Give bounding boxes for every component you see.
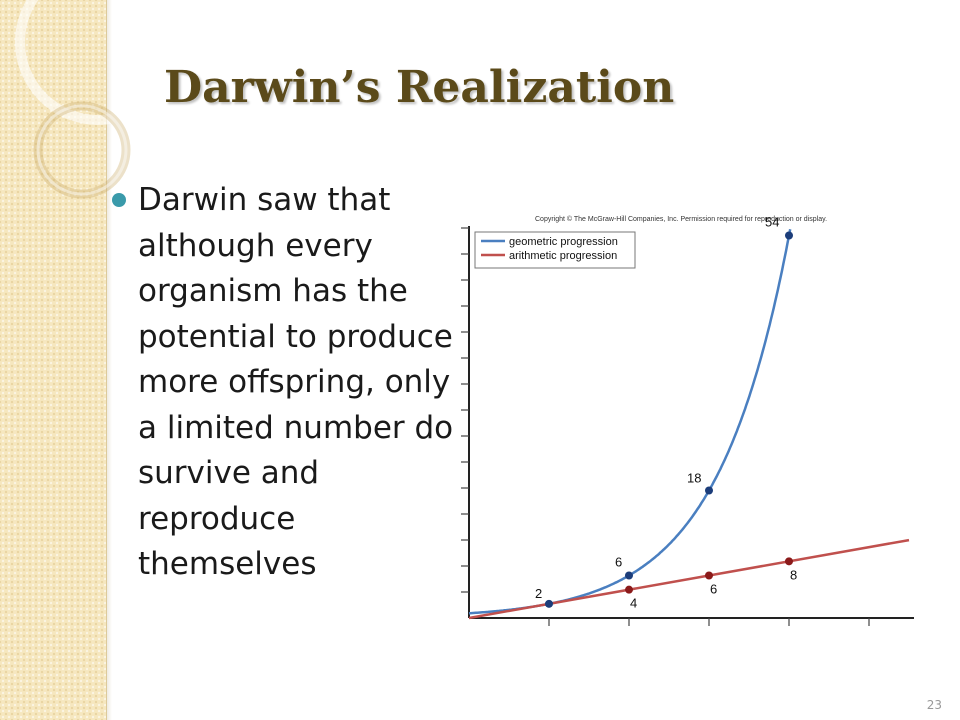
legend-label: arithmetic progression: [509, 250, 617, 262]
legend-box: [474, 231, 636, 269]
geometric-point-label: 18: [687, 471, 701, 486]
geometric-point: [705, 486, 713, 495]
geometric-point-label: 54: [765, 215, 779, 230]
slide-title: Darwin’s Realization: [164, 62, 675, 113]
chart-svg: Copyright © The McGraw-Hill Companies, I…: [461, 215, 914, 626]
geometric-point: [625, 571, 633, 580]
geometric-series-line: [468, 229, 792, 615]
sidebar-shadow: [106, 0, 112, 720]
decorative-rings: [15, 0, 181, 199]
arithmetic-point-label: 6: [710, 582, 717, 597]
geometric-point: [545, 599, 553, 608]
geometric-point: [785, 231, 793, 240]
chart-copyright: Copyright © The McGraw-Hill Companies, I…: [535, 215, 827, 223]
arithmetic-point-label: 8: [790, 567, 797, 582]
growth-chart: Copyright © The McGraw-Hill Companies, I…: [455, 208, 915, 638]
page-number: 23: [926, 698, 942, 712]
geometric-point-label: 6: [615, 555, 622, 570]
bullet-text: Darwin saw that although every organism …: [138, 182, 454, 582]
arithmetic-point: [785, 557, 793, 566]
deco-ring-outer: [15, 0, 181, 125]
deco-ring-small: [33, 101, 131, 199]
geometric-point-label: 2: [535, 586, 542, 601]
legend-label: geometric progression: [509, 236, 618, 248]
arithmetic-point: [705, 571, 713, 580]
bullet-icon: [112, 193, 126, 207]
arithmetic-series-line: [468, 538, 910, 620]
arithmetic-point-label: 4: [630, 596, 637, 611]
arithmetic-point: [625, 585, 633, 594]
deco-ring-small-light: [36, 104, 128, 196]
